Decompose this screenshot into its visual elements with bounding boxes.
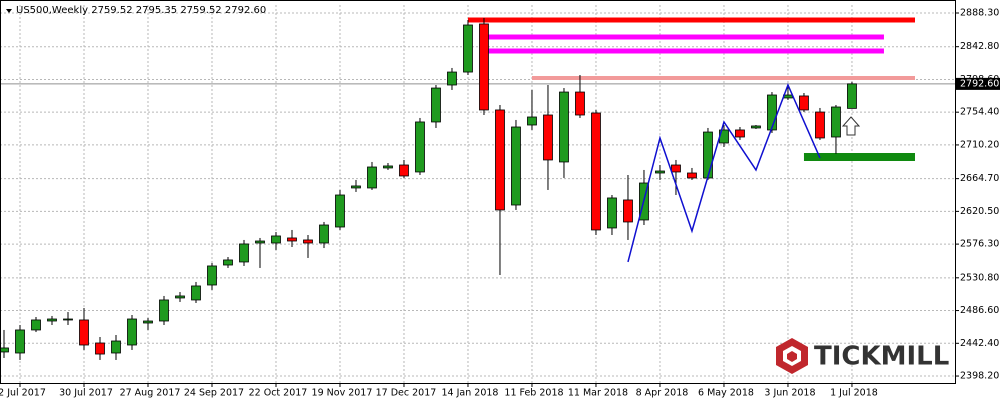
x-tick-label: 6 May 2018 xyxy=(698,388,754,399)
y-tick-label: 2888.30 xyxy=(960,8,999,19)
candle-body xyxy=(31,319,41,331)
x-tick-label: 2 Jul 2017 xyxy=(0,388,46,399)
candle-body xyxy=(655,170,665,174)
y-tick-label: 2576.30 xyxy=(960,239,999,250)
candle-body xyxy=(767,94,777,131)
candle-body xyxy=(79,319,89,346)
candle-body xyxy=(399,164,409,177)
candle-body xyxy=(607,197,617,229)
candle-body xyxy=(815,111,825,139)
zigzag-line xyxy=(627,83,821,263)
x-tick-label: 27 Aug 2017 xyxy=(120,388,181,399)
menu-triangle xyxy=(6,9,12,13)
candle-body xyxy=(447,71,457,86)
y-tick-label: 2398.20 xyxy=(960,371,999,382)
candle-body xyxy=(335,194,345,228)
candle-body xyxy=(15,329,25,354)
x-tick-label: 3 Jun 2018 xyxy=(764,388,815,399)
y-tick-label: 2442.40 xyxy=(960,338,999,349)
y-tick-label: 2664.70 xyxy=(960,173,999,184)
overlay xyxy=(627,83,821,263)
candle-body xyxy=(495,109,505,211)
plot-frame xyxy=(0,0,956,384)
candle-body xyxy=(287,237,297,242)
arrow-up xyxy=(841,116,861,136)
candle-body xyxy=(223,259,233,266)
candle-body xyxy=(0,347,9,353)
logo: TICKMILL xyxy=(776,338,949,374)
candle-body xyxy=(735,129,745,138)
current-price-tag xyxy=(956,77,1000,90)
candle-body xyxy=(703,131,713,179)
candle-body xyxy=(191,285,201,301)
x-tick-label: 1 Jul 2018 xyxy=(830,388,878,399)
x-tick-label: 11 Mar 2018 xyxy=(568,388,628,399)
candle-body xyxy=(527,116,537,126)
candle-body xyxy=(687,172,697,179)
chart-title: US500,Weekly 2759.52 2795.35 2759.52 279… xyxy=(16,5,266,16)
candle-body xyxy=(479,23,489,111)
candle-body xyxy=(847,83,857,109)
y-tick-label: 2620.50 xyxy=(960,206,999,217)
candle-body xyxy=(431,87,441,123)
x-tick-label: 19 Nov 2017 xyxy=(312,388,373,399)
candle-body xyxy=(367,166,377,189)
candle-body xyxy=(799,95,809,111)
candle-body xyxy=(511,126,521,206)
candles xyxy=(0,17,857,360)
candle-body xyxy=(591,112,601,231)
x-tick-label: 14 Jan 2018 xyxy=(442,388,499,399)
candle-body xyxy=(623,199,633,223)
candle-body xyxy=(559,91,569,163)
current-price-label: 2792.60 xyxy=(960,78,999,89)
y-tick-label: 2530.80 xyxy=(960,272,999,283)
candle-body xyxy=(575,91,585,116)
watermark: TICKMILL xyxy=(814,342,949,372)
candle-body xyxy=(319,224,329,244)
candle-body xyxy=(95,342,105,355)
candle-body xyxy=(111,340,121,354)
candle-body xyxy=(383,165,393,169)
candle-body xyxy=(463,24,473,73)
candle-body xyxy=(543,114,553,161)
x-tick-label: 8 Apr 2018 xyxy=(636,388,689,399)
levels xyxy=(0,17,955,161)
y-tick-label: 2710.20 xyxy=(960,139,999,150)
candle-body xyxy=(751,125,761,129)
candle-body xyxy=(143,320,153,324)
x-tick-label: 30 Jul 2017 xyxy=(59,388,113,399)
candle-body xyxy=(671,164,681,173)
x-tick-label: 11 Feb 2018 xyxy=(504,388,563,399)
x-tick-label: 24 Sep 2017 xyxy=(184,388,244,399)
candle-body xyxy=(175,295,185,299)
x-tick-label: 17 Dec 2017 xyxy=(376,388,437,399)
candle-body xyxy=(63,318,73,321)
y-tick-label: 2842.80 xyxy=(960,41,999,52)
y-tick-label: 2754.40 xyxy=(960,107,999,118)
candle-body xyxy=(415,121,425,173)
candle-body xyxy=(239,243,249,263)
candle-body xyxy=(831,106,841,138)
candle-body xyxy=(47,318,57,322)
candle-body xyxy=(351,185,361,189)
candle-body xyxy=(159,299,169,322)
candle-body xyxy=(127,318,137,346)
x-tick-label: 22 Oct 2017 xyxy=(249,388,308,399)
candle-body xyxy=(255,240,265,244)
y-tick-label: 2486.60 xyxy=(960,305,999,316)
candle-body xyxy=(303,239,313,244)
candle-body xyxy=(207,265,217,286)
candle-body xyxy=(271,235,281,244)
